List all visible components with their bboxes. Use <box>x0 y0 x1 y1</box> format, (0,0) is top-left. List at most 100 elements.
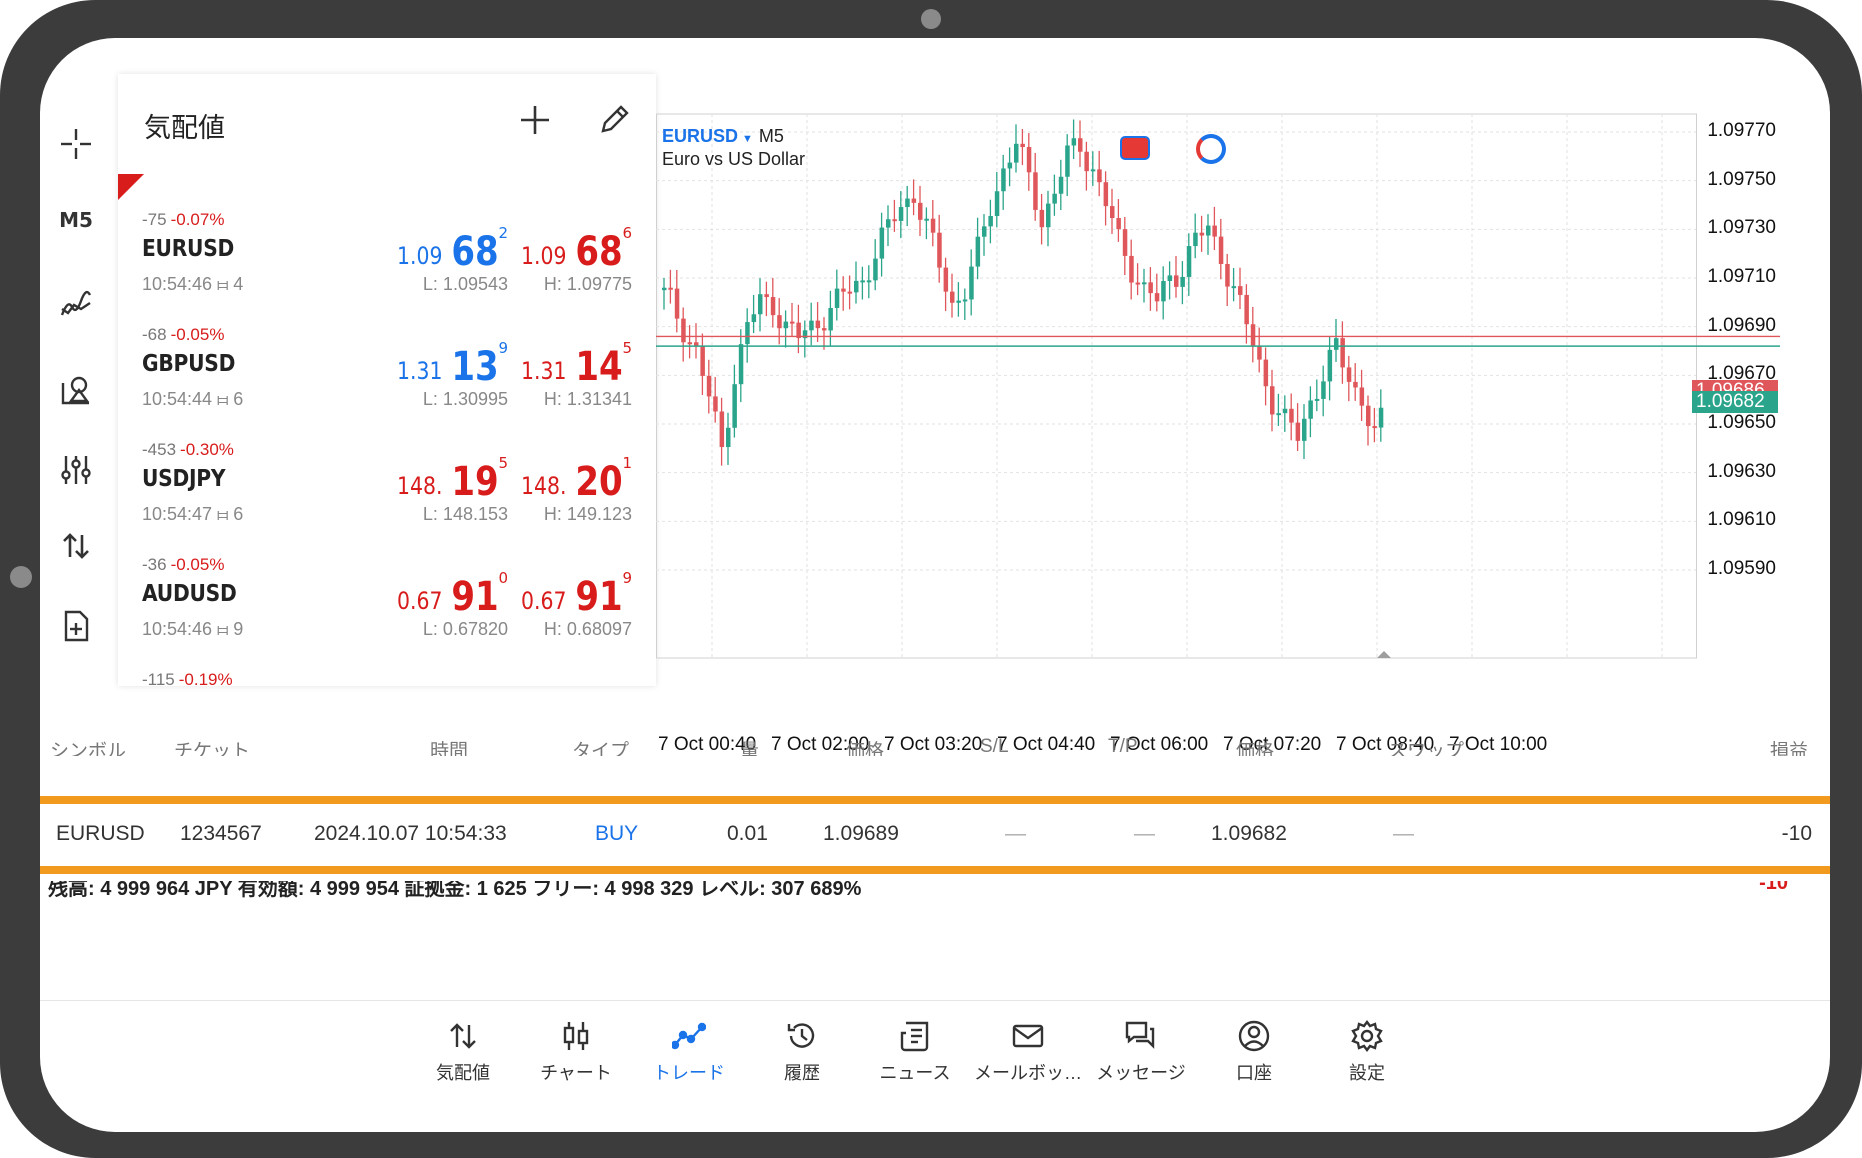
timeframe-button[interactable]: M5 <box>59 208 93 232</box>
chart-symbol[interactable]: EURUSD <box>662 126 739 146</box>
bid-price[interactable]: 148. 19 5 <box>397 454 508 505</box>
candle-body <box>924 218 929 221</box>
crosshair-icon[interactable] <box>50 118 102 170</box>
candle-body <box>982 226 987 237</box>
quote-row[interactable]: -36 -0.05% AUDUSD 10:54:46 ⧦ 9 0.67 91 0 0.67 91… <box>118 549 656 664</box>
edit-symbols-button[interactable] <box>592 98 636 142</box>
candle-body <box>1218 236 1224 265</box>
candle-body <box>1014 143 1019 163</box>
nav-messages[interactable]: メッセージ <box>1086 1019 1196 1085</box>
candle-body <box>1340 338 1345 368</box>
add-symbol-button[interactable] <box>513 98 557 142</box>
plus-icon <box>521 106 549 134</box>
candle-body <box>956 300 961 303</box>
bid-price[interactable]: 0.67 91 0 <box>397 569 508 620</box>
price-chart[interactable]: EURUSD ▼ M5 Euro vs US Dollar 1.09770 1.097… <box>656 74 1780 755</box>
camera-dot <box>921 9 941 29</box>
candle-body <box>1302 418 1307 441</box>
objects-icon[interactable] <box>50 364 102 416</box>
candle-body <box>1199 232 1205 236</box>
quote-row[interactable]: -453 -0.30% USDJPY 10:54:47 ⧦ 6 148. 19 5 148. 2… <box>118 434 656 549</box>
quote-change: -36 -0.05% <box>142 555 225 574</box>
candle-body <box>700 345 705 376</box>
column-header[interactable]: S/L <box>980 736 1009 756</box>
nav-history[interactable]: 履歴 <box>747 1019 857 1085</box>
left-toolbar: M5 <box>40 74 120 694</box>
spread-icon: ⧦ <box>217 504 229 524</box>
nav-account[interactable]: 口座 <box>1199 1019 1309 1085</box>
candle-body <box>1116 218 1121 230</box>
bid-price[interactable]: 0.61474 <box>389 682 508 686</box>
quote-row[interactable]: -115-0.19%NZDUSD10:54:45 ⧦ 100.614740.61… <box>118 664 656 686</box>
spread-icon: ⧦ <box>217 389 229 409</box>
settings-sliders-icon[interactable] <box>50 444 102 496</box>
quote-time: 10:54:46 ⧦ 4 <box>142 274 244 294</box>
candle-body <box>911 198 917 203</box>
quote-symbol: USDJPY <box>142 466 226 492</box>
column-header[interactable]: スワップ <box>1388 741 1465 756</box>
one-click-trading-icon[interactable] <box>1120 136 1150 160</box>
ask-price[interactable]: 0.61486 <box>513 682 632 686</box>
ask-price[interactable]: 0.67 91 9 <box>521 569 632 620</box>
quote-row[interactable]: -75 -0.07% EURUSD 10:54:46 ⧦ 4 1.09 68 2 1.09 68… <box>118 204 656 319</box>
mailbox-icon <box>1012 1024 1044 1048</box>
nav-trade[interactable]: トレード <box>634 1019 744 1085</box>
nav-label: トレード <box>653 1063 725 1083</box>
nav-label: メールボッ… <box>974 1063 1082 1083</box>
candle-body <box>802 330 808 339</box>
nav-chart[interactable]: チャート <box>521 1019 631 1085</box>
candle-body <box>681 318 686 343</box>
ask-price[interactable]: 1.31 14 5 <box>521 339 632 390</box>
ask-price[interactable]: 148. 20 1 <box>521 454 632 505</box>
quote-row[interactable]: -68 -0.05% GBPUSD 10:54:44 ⧦ 6 1.31 13 9 1.31 14… <box>118 319 656 434</box>
quote-high: H: 1.09775 <box>543 274 632 294</box>
candle-body <box>668 287 673 290</box>
candle-body <box>713 396 718 412</box>
candle-body <box>1238 286 1243 295</box>
nav-label: 口座 <box>1236 1063 1272 1083</box>
nav-news[interactable]: ニュース <box>860 1019 970 1085</box>
candle-body <box>1174 275 1179 287</box>
column-header[interactable]: 価格 <box>846 741 885 756</box>
indicators-icon[interactable] <box>50 280 102 332</box>
price-tick-label: 1.09730 <box>1707 217 1776 239</box>
column-header[interactable]: T/P <box>1108 736 1138 756</box>
column-header[interactable]: チケット <box>174 741 251 756</box>
candle-body <box>1231 286 1237 289</box>
candle-body <box>1020 143 1025 148</box>
candle-body <box>1065 145 1070 177</box>
price-tick-label: 1.09590 <box>1707 558 1776 579</box>
quote-time: 10:54:46 ⧦ 9 <box>142 619 244 639</box>
nav-settings[interactable]: 設定 <box>1312 1019 1422 1085</box>
column-header[interactable]: 時間 <box>430 741 469 756</box>
price-tick-label: 1.09710 <box>1707 266 1776 287</box>
candle-body <box>834 288 840 308</box>
column-header[interactable]: 損益 <box>1770 741 1809 756</box>
quote-high: H: 1.31341 <box>543 389 632 409</box>
position-row[interactable]: EURUSD 1234567 2024.10.07 10:54:33 BUY 0… <box>40 796 1830 874</box>
candle-body <box>1180 276 1185 287</box>
bid-price[interactable]: 1.09 68 2 <box>397 224 508 275</box>
nav-quotes[interactable]: 気配値 <box>408 1019 518 1085</box>
chart-refresh-icon[interactable] <box>1196 134 1226 164</box>
quote-low: L: 1.09543 <box>422 274 508 294</box>
nav-mailbox[interactable]: メールボッ… <box>973 1019 1083 1085</box>
candle-body <box>1308 400 1313 419</box>
column-header[interactable]: 量 <box>740 741 760 756</box>
candle-body <box>1321 381 1326 399</box>
position-volume: 0.01 <box>727 822 768 845</box>
history-icon <box>787 1023 815 1048</box>
candle-body <box>1327 349 1333 382</box>
ask-price[interactable]: 1.09 68 6 <box>521 224 632 275</box>
bid-price[interactable]: 1.31 13 9 <box>397 339 508 390</box>
column-header[interactable]: シンボル <box>50 741 127 756</box>
candle-body <box>770 297 776 316</box>
column-header[interactable]: 価格 <box>1236 741 1275 756</box>
candle-body <box>930 218 936 233</box>
trade-arrows-icon[interactable] <box>50 520 102 572</box>
position-profit: -10 <box>1781 822 1812 845</box>
candle-body <box>905 198 910 208</box>
candle-body <box>706 375 712 397</box>
new-order-icon[interactable] <box>50 600 102 652</box>
column-header[interactable]: タイプ <box>572 741 630 756</box>
